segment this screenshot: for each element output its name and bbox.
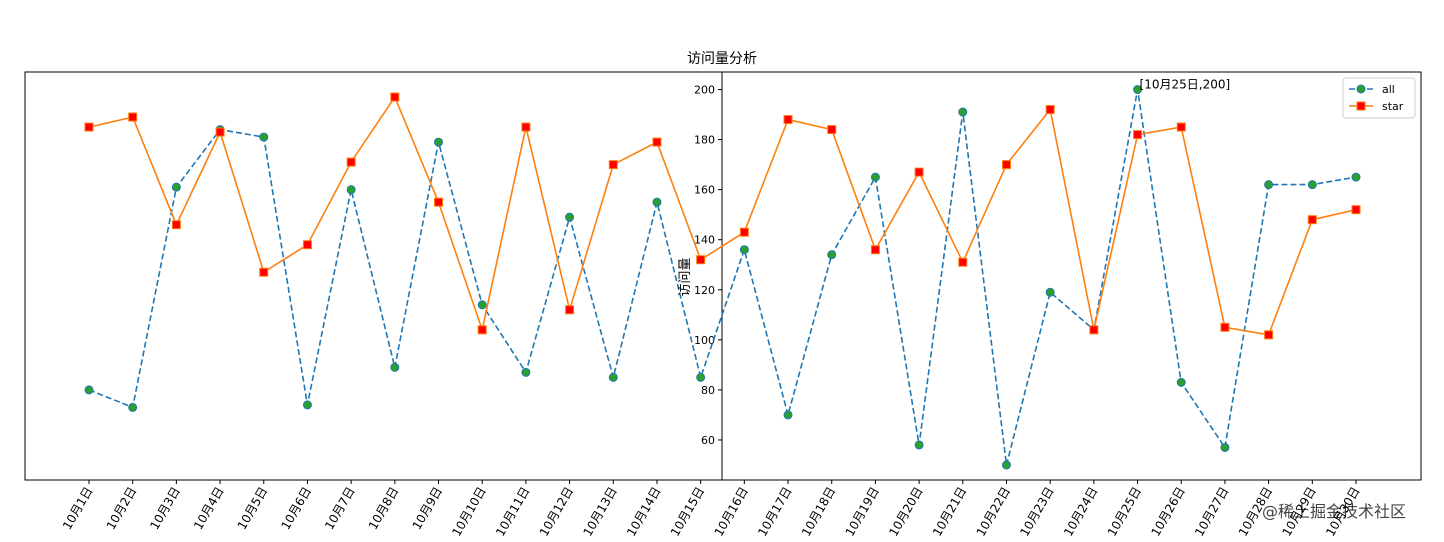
y-tick-label: 180 (694, 134, 715, 147)
data-point-all (1220, 442, 1230, 452)
data-point-star (128, 112, 138, 122)
data-point-star (1089, 325, 1099, 335)
y-axis-label: 访问量 (678, 257, 693, 296)
data-point-all (870, 172, 880, 182)
data-point-star (346, 157, 356, 167)
data-point-star (1001, 160, 1011, 170)
series-line-star (88, 95, 1357, 336)
data-point-all (302, 400, 312, 410)
legend-star-label: star (1382, 100, 1404, 113)
data-point-star (259, 267, 269, 277)
series-layer (84, 85, 1361, 470)
data-point-star (521, 122, 531, 132)
data-point-star (565, 305, 575, 315)
data-point-all (914, 440, 924, 450)
data-point-star (914, 167, 924, 177)
y-tick-label: 160 (694, 184, 715, 197)
data-point-star (84, 122, 94, 132)
chart-title: 访问量分析 (687, 51, 757, 67)
legend-box (1342, 77, 1416, 119)
data-point-all (171, 182, 181, 192)
data-point-all (128, 402, 138, 412)
y-tick-label: 140 (694, 234, 715, 247)
data-point-star (608, 160, 618, 170)
data-point-all (346, 185, 356, 195)
data-point-all (390, 362, 400, 372)
legend-star-marker (1356, 101, 1366, 111)
data-point-star (215, 127, 225, 137)
y-tick-label: 120 (694, 284, 715, 297)
data-point-all (84, 385, 94, 395)
series-line-all (88, 89, 1357, 466)
data-point-all (1045, 287, 1055, 297)
y-tick-label: 200 (694, 84, 715, 97)
data-point-star (652, 137, 662, 147)
data-point-star (1220, 322, 1230, 332)
data-point-all (1176, 377, 1186, 387)
y-tick-label: 60 (701, 434, 715, 447)
data-point-all (565, 212, 575, 222)
data-point-star (477, 325, 487, 335)
data-point-all (1264, 180, 1274, 190)
data-point-star (302, 240, 312, 250)
data-point-all (696, 372, 706, 382)
data-point-star (739, 227, 749, 237)
y-axis: 60 80 100 120 140 160 180 200 (694, 72, 723, 480)
data-point-all (1351, 172, 1361, 182)
data-point-star (390, 92, 400, 102)
data-point-all (783, 410, 793, 420)
data-point-star (1307, 215, 1317, 225)
data-point-all (652, 197, 662, 207)
legend-all-label: all (1382, 83, 1395, 96)
data-point-all (521, 367, 531, 377)
data-point-star (1351, 205, 1361, 215)
data-point-all (1001, 460, 1011, 470)
data-point-all (827, 250, 837, 260)
y-tick-label: 80 (701, 384, 715, 397)
data-point-all (434, 137, 444, 147)
data-point-star (958, 257, 968, 267)
data-point-star (696, 255, 706, 265)
point-annotation: [10月25日,200] (1140, 78, 1231, 92)
data-point-star (827, 125, 837, 135)
data-point-all (739, 245, 749, 255)
plot-area-frame (24, 71, 1422, 481)
data-point-all (608, 372, 618, 382)
data-point-all (1133, 85, 1143, 95)
legend: all star (1342, 77, 1416, 119)
data-point-all (477, 300, 487, 310)
data-point-star (1176, 122, 1186, 132)
data-point-star (1133, 130, 1143, 140)
legend-all-marker (1356, 84, 1366, 94)
data-point-star (434, 197, 444, 207)
data-point-all (1307, 180, 1317, 190)
watermark-text: @稀土掘金技术社区 (1262, 502, 1406, 521)
data-point-star (1264, 330, 1274, 340)
data-point-star (783, 115, 793, 125)
data-point-all (958, 107, 968, 117)
data-point-star (870, 245, 880, 255)
data-point-star (1045, 105, 1055, 115)
y-tick-label: 100 (694, 334, 715, 347)
data-point-all (259, 132, 269, 142)
data-point-star (171, 220, 181, 230)
